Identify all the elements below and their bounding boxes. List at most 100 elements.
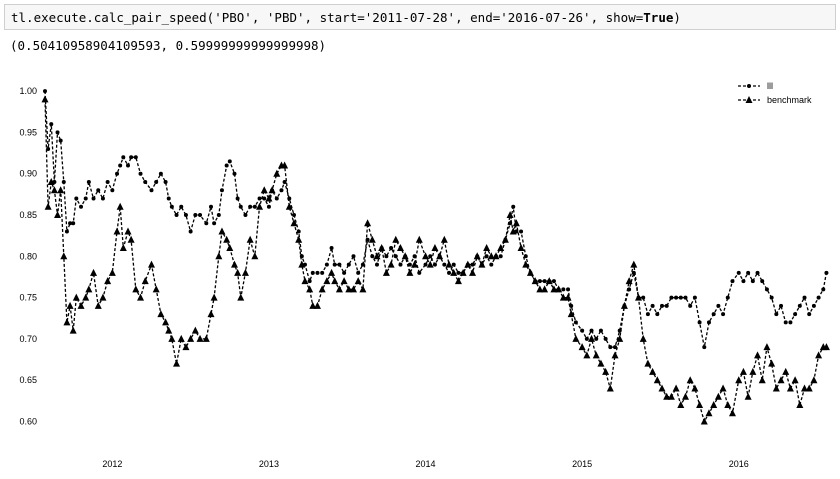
data-point (115, 171, 120, 176)
y-tick-label: 1.00 (19, 86, 37, 96)
data-point (216, 213, 221, 218)
data-point (697, 320, 702, 325)
data-point (635, 293, 643, 301)
data-point (298, 260, 306, 268)
data-point (257, 196, 262, 201)
data-point (290, 219, 298, 227)
data-point (64, 229, 69, 234)
data-point (90, 268, 98, 276)
data-point (523, 254, 528, 259)
data-point (296, 229, 301, 234)
data-point (478, 260, 486, 268)
data-point (202, 334, 210, 342)
code-start-val: '2011-07-28' (364, 10, 456, 25)
code-arg1: 'PBO' (214, 10, 252, 25)
data-point (246, 235, 254, 243)
data-point (796, 400, 804, 408)
data-point (598, 328, 603, 333)
data-point (782, 367, 790, 375)
data-point (669, 295, 674, 300)
x-axis: 2012 2013 2014 2015 2016 (102, 459, 748, 469)
data-point (711, 312, 716, 317)
data-point (735, 376, 743, 384)
data-point (551, 279, 556, 284)
data-point (243, 213, 248, 218)
data-point (688, 303, 693, 308)
data-point (483, 244, 491, 252)
data-point (406, 268, 414, 276)
data-point (169, 204, 174, 209)
data-point (226, 244, 234, 252)
data-point (60, 252, 68, 260)
data-point (118, 163, 123, 168)
data-point (119, 244, 127, 252)
data-point (630, 260, 638, 268)
data-point (295, 235, 303, 243)
code-cell-input[interactable]: tl.execute.calc_pair_speed('PBO', 'PBD',… (4, 4, 836, 30)
data-point (210, 293, 218, 301)
data-point (265, 194, 273, 202)
data-point (104, 277, 112, 285)
data-point (183, 213, 188, 218)
data-point (152, 285, 160, 293)
data-point (719, 384, 727, 392)
legend-item: benchmark (738, 95, 812, 105)
data-point (791, 376, 799, 384)
data-point (124, 227, 132, 235)
data-point (492, 252, 500, 260)
data-point (282, 179, 287, 184)
data-point (224, 163, 229, 168)
data-point (672, 384, 680, 392)
data-point (763, 343, 771, 351)
y-tick-label: 0.60 (19, 416, 37, 426)
data-point (620, 301, 628, 309)
y-axis: 1.00 0.95 0.90 0.85 0.80 0.75 0.70 0.65 0.60 (19, 86, 37, 426)
x-tick-label: 2012 (102, 459, 122, 469)
data-point (588, 334, 596, 342)
data-point (824, 270, 829, 275)
data-point (85, 285, 93, 293)
data-point (728, 409, 736, 417)
data-point (561, 287, 566, 292)
data-point (677, 400, 685, 408)
code-start-kw: start= (319, 10, 365, 25)
data-point (389, 246, 394, 251)
code-end-kw: end= (470, 10, 501, 25)
legend-marker (747, 84, 751, 88)
data-point (541, 285, 549, 293)
data-point (774, 312, 779, 317)
data-point (746, 270, 751, 275)
data-point (758, 376, 766, 384)
data-point (447, 270, 452, 275)
data-point (188, 229, 193, 234)
data-point (237, 293, 245, 301)
data-point (815, 351, 823, 359)
data-point (198, 213, 203, 218)
data-point (667, 392, 675, 400)
data-point (147, 260, 155, 268)
data-point (428, 254, 433, 259)
data-point (154, 179, 159, 184)
data-point (110, 188, 115, 193)
data-point (498, 254, 503, 259)
data-point (450, 268, 458, 276)
data-point (783, 320, 788, 325)
data-point (432, 262, 437, 267)
data-point (583, 351, 591, 359)
data-point (721, 312, 726, 317)
data-point (166, 196, 171, 201)
data-point (162, 318, 170, 326)
data-point (696, 400, 704, 408)
data-point (650, 303, 655, 308)
data-point (208, 204, 213, 209)
data-point (807, 312, 812, 317)
data-point (526, 268, 534, 276)
data-point (531, 277, 539, 285)
data-point (589, 328, 594, 333)
data-point (141, 277, 149, 285)
data-point (63, 318, 71, 326)
data-point (592, 351, 600, 359)
code-end-val: '2016-07-26' (500, 10, 591, 25)
data-point (788, 320, 793, 325)
data-point (354, 277, 362, 285)
